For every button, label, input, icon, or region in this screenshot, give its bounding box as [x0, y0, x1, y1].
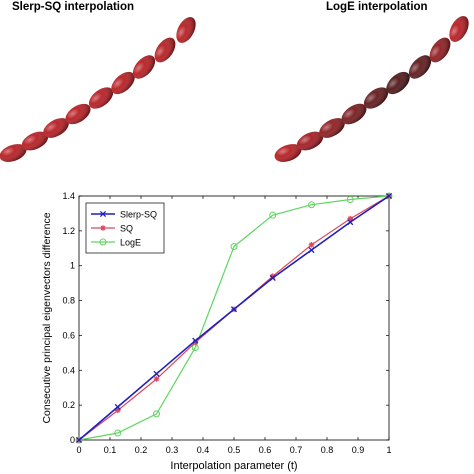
x-axis-label: Interpolation parameter (t): [170, 460, 297, 472]
data-point-loge: [385, 192, 393, 200]
data-point-slerp-sq: [114, 403, 121, 410]
series-lines: [75, 192, 393, 444]
data-point-slerp-sq: [385, 192, 393, 200]
data-point-loge: [308, 201, 315, 209]
data-point-loge: [114, 429, 122, 437]
data-point-sq: [153, 376, 160, 382]
data-point-slerp-sq: [75, 436, 83, 444]
x-tick-label: 0: [76, 445, 81, 455]
slerp-ellipsoid-shade-8: [154, 37, 176, 63]
loge-ellipsoid-shade-7: [408, 55, 432, 79]
slerp-ellipsoid-shade-3: [43, 118, 69, 138]
eigenvector-difference-chart: 0 0.1 0.2 0.3 0.4 0.5 0.6 0.7 0.8 0.9 1 0 0.2 0.4 0.6 0…: [41, 191, 393, 472]
legend-label-slerp-sq: Slerp-SQ: [120, 210, 157, 220]
x-tick-label: 0.4: [197, 445, 210, 455]
y-tick-label: 1.4: [62, 191, 75, 201]
loge-ellipsoid-illustration: [274, 16, 469, 162]
y-tick-label: 0.6: [62, 330, 75, 340]
data-point-slerp-sq: [153, 370, 160, 377]
x-tick-label: 1: [386, 445, 391, 455]
loge-ellipsoid-shade-3: [319, 118, 345, 138]
slerp-sq-ellipsoid-illustration: [0, 17, 196, 162]
data-point-slerp-sq: [230, 306, 238, 313]
data-point-slerp-sq: [308, 246, 315, 254]
x-tick-label: 0.7: [290, 445, 303, 455]
x-tick-label: 0.8: [321, 445, 334, 455]
legend-marker-sq: [100, 225, 106, 231]
data-point-loge: [269, 211, 277, 219]
x-tick-label: 0.9: [352, 445, 365, 455]
left-panel-title: Slerp-SQ interpolation: [12, 1, 135, 13]
x-tick-label: 0.1: [104, 445, 117, 455]
legend-marker-slerp-sq: [99, 210, 107, 218]
legend-label-sq: SQ: [120, 224, 133, 234]
y-tick-label: 0.4: [62, 365, 75, 375]
y-tick-label: 0: [70, 435, 75, 445]
slerp-ellipsoid-shade-4: [65, 103, 91, 125]
legend: Slerp-SQ SQ LogE: [85, 202, 165, 254]
slerp-ellipsoid-shade-2: [21, 131, 49, 151]
data-point-loge: [153, 410, 160, 418]
data-point-slerp-sq: [269, 274, 276, 281]
y-axis-label: Consecutive principal eigenvectors diffe…: [41, 212, 53, 423]
y-tick-label: 0.8: [62, 296, 75, 306]
y-tick-label: 1: [70, 261, 75, 271]
x-tick-label: 0.6: [259, 445, 272, 455]
data-point-slerp-sq: [347, 219, 354, 226]
axis-ticks: 0 0.1 0.2 0.3 0.4 0.5 0.6 0.7 0.8 0.9 1 0 0.2 0.4 0.6 0…: [62, 191, 391, 455]
data-point-sq: [308, 242, 315, 248]
loge-ellipsoid-shade-2: [296, 131, 324, 151]
loge-ellipsoid-shade-8: [429, 37, 451, 63]
slerp-ellipsoid-shade-5: [88, 87, 114, 109]
legend-label-loge: LogE: [120, 238, 141, 248]
loge-ellipsoid-shade-9: [449, 16, 469, 42]
right-panel-title: LogE interpolation: [326, 1, 428, 13]
data-point-loge: [230, 243, 238, 251]
slerp-ellipsoid-shade-7: [132, 55, 156, 79]
data-point-loge: [75, 436, 83, 444]
loge-ellipsoid-shade-5: [363, 87, 389, 109]
x-tick-label: 0.3: [166, 445, 179, 455]
slerp-ellipsoid-shade-6: [111, 71, 135, 95]
data-point-loge: [346, 195, 354, 203]
slerp-ellipsoid-shade-1: [0, 144, 27, 162]
loge-ellipsoid-shade-6: [386, 71, 410, 95]
loge-ellipsoid-shade-4: [341, 103, 367, 125]
y-tick-label: 1.2: [62, 226, 75, 236]
y-tick-label: 0.2: [62, 400, 75, 410]
slerp-ellipsoid-shade-9: [176, 17, 196, 43]
data-point-slerp-sq: [192, 337, 199, 344]
loge-ellipsoid-shade-1: [274, 144, 302, 162]
x-tick-label: 0.2: [135, 445, 148, 455]
legend-marker-loge: [99, 238, 107, 246]
series-line-loge: [78, 195, 390, 441]
x-tick-label: 0.5: [228, 445, 241, 455]
